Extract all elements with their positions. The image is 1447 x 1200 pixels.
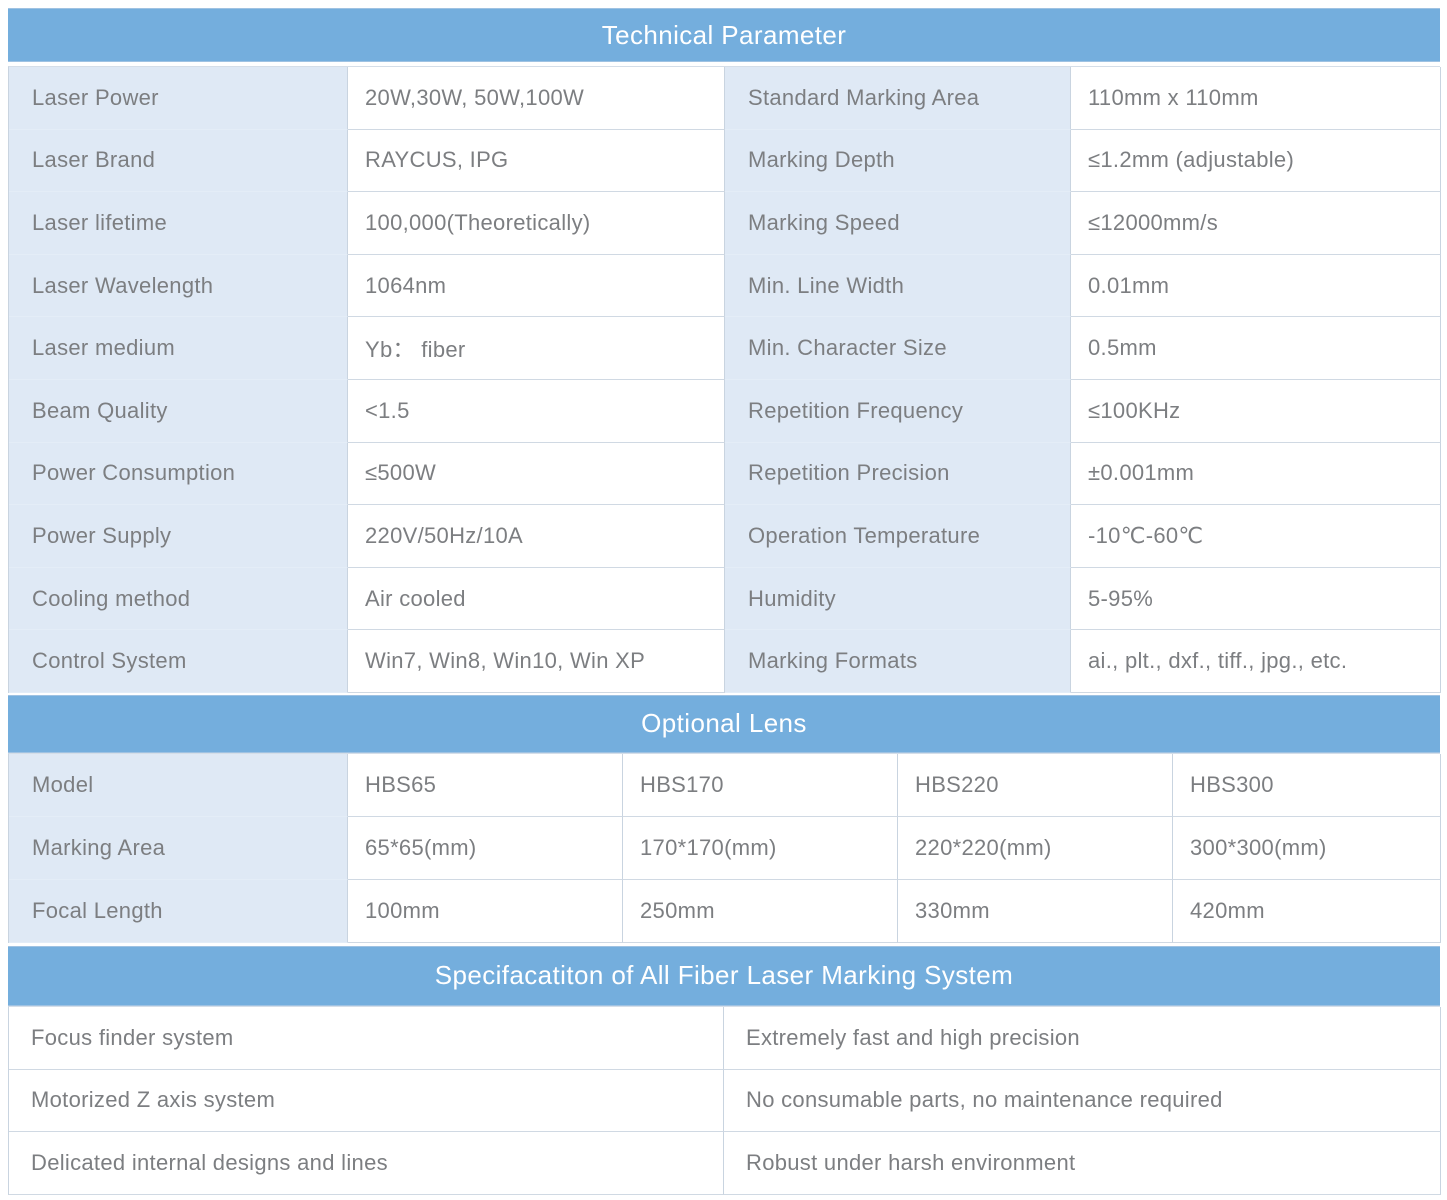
param-value: 100,000(Theoretically): [348, 192, 725, 255]
param-value: ≤1.2mm (adjustable): [1071, 129, 1441, 193]
param-value: 110mm x 110mm: [1071, 67, 1441, 130]
technical-parameter-header: Technical Parameter: [8, 8, 1440, 62]
param-label: Marking Depth: [725, 129, 1071, 193]
param-label: Marking Speed: [725, 192, 1071, 255]
spec-sheet: Technical Parameter Laser Power 20W,30W,…: [8, 8, 1441, 1195]
param-value: Air cooled: [348, 567, 725, 631]
param-label: Repetition Frequency: [725, 379, 1071, 443]
lens-value: 220*220(mm): [898, 816, 1173, 880]
param-label: Operation Temperature: [725, 505, 1071, 568]
lens-value: HBS65: [348, 753, 623, 817]
specification-title: Specifacatiton of All Fiber Laser Markin…: [434, 960, 1014, 991]
lens-value: 170*170(mm): [623, 816, 898, 880]
lens-value: HBS220: [898, 753, 1173, 817]
param-label: Laser medium: [9, 317, 348, 380]
lens-value: 330mm: [898, 879, 1173, 943]
lens-value: 420mm: [1173, 879, 1441, 943]
param-value: 220V/50Hz/10A: [348, 505, 725, 568]
lens-value: 100mm: [348, 879, 623, 943]
lens-value: HBS300: [1173, 753, 1441, 817]
lens-value: HBS170: [623, 753, 898, 817]
lens-row-label: Focal Length: [9, 879, 348, 943]
param-label: Min. Character Size: [725, 317, 1071, 380]
param-label: Marking Formats: [725, 630, 1071, 693]
lens-row-label: Model: [9, 753, 348, 817]
optional-lens-header: Optional Lens: [8, 694, 1440, 753]
lens-value: 65*65(mm): [348, 816, 623, 880]
param-value: 0.01mm: [1071, 254, 1441, 318]
spec-item: Robust under harsh environment: [724, 1132, 1441, 1195]
param-label: Repetition Precision: [725, 442, 1071, 506]
technical-parameter-title: Technical Parameter: [601, 19, 847, 50]
param-label: Laser Wavelength: [9, 254, 348, 318]
spec-item: No consumable parts, no maintenance requ…: [724, 1069, 1441, 1133]
param-value: ≤12000mm/s: [1071, 192, 1441, 255]
param-value: ≤100KHz: [1071, 379, 1441, 443]
param-value: ±0.001mm: [1071, 442, 1441, 506]
param-value: ai., plt., dxf., tiff., jpg., etc.: [1071, 630, 1441, 693]
param-label: Laser Power: [9, 67, 348, 130]
param-value: Win7, Win8, Win10, Win XP: [348, 630, 725, 693]
spec-item: Motorized Z axis system: [9, 1069, 724, 1133]
param-label: Control System: [9, 630, 348, 693]
param-label: Min. Line Width: [725, 254, 1071, 318]
spec-item: Delicated internal designs and lines: [9, 1132, 724, 1195]
param-value: Yb： fiber: [348, 317, 725, 380]
param-value: 0.5mm: [1071, 317, 1441, 380]
param-value: -10℃-60℃: [1071, 505, 1441, 568]
param-label: Standard Marking Area: [725, 67, 1071, 130]
specification-table: Focus finder system Extremely fast and h…: [8, 1005, 1441, 1195]
specification-header: Specifacatiton of All Fiber Laser Markin…: [8, 945, 1440, 1006]
optional-lens-title: Optional Lens: [641, 708, 807, 739]
param-label: Power Consumption: [9, 442, 348, 506]
optional-lens-table: Model HBS65 HBS170 HBS220 HBS300 Marking…: [8, 752, 1441, 943]
technical-parameter-table: Laser Power 20W,30W, 50W,100W Standard M…: [8, 66, 1441, 693]
param-label: Humidity: [725, 567, 1071, 631]
param-label: Laser Brand: [9, 129, 348, 193]
spec-item: Focus finder system: [9, 1006, 724, 1070]
lens-value: 300*300(mm): [1173, 816, 1441, 880]
param-value: 20W,30W, 50W,100W: [348, 67, 725, 130]
param-label: Cooling method: [9, 567, 348, 631]
lens-value: 250mm: [623, 879, 898, 943]
param-label: Laser lifetime: [9, 192, 348, 255]
param-label: Beam Quality: [9, 379, 348, 443]
spec-item: Extremely fast and high precision: [724, 1006, 1441, 1070]
param-value: <1.5: [348, 379, 725, 443]
param-value: 5-95%: [1071, 567, 1441, 631]
param-value: 1064nm: [348, 254, 725, 318]
param-value: ≤500W: [348, 442, 725, 506]
lens-row-label: Marking Area: [9, 816, 348, 880]
param-label: Power Supply: [9, 505, 348, 568]
param-value: RAYCUS, IPG: [348, 129, 725, 193]
